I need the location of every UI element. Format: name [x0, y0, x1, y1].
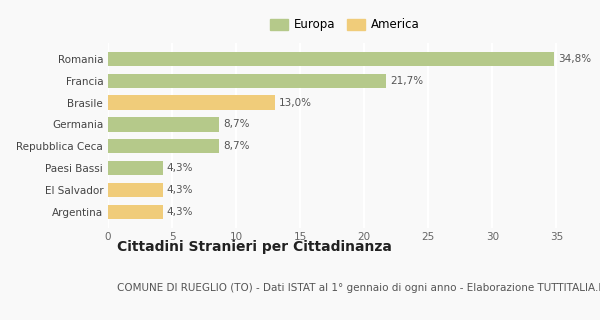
Text: 34,8%: 34,8% — [557, 54, 591, 64]
Bar — [108, 161, 163, 175]
Bar — [108, 117, 220, 132]
Text: 8,7%: 8,7% — [223, 141, 250, 151]
Text: 4,3%: 4,3% — [167, 185, 193, 195]
Bar — [108, 95, 275, 110]
Bar — [108, 205, 163, 219]
Bar — [108, 74, 386, 88]
Text: 13,0%: 13,0% — [278, 98, 311, 108]
Bar — [108, 139, 220, 154]
Text: 4,3%: 4,3% — [167, 163, 193, 173]
Text: Cittadini Stranieri per Cittadinanza: Cittadini Stranieri per Cittadinanza — [118, 241, 392, 254]
Text: 21,7%: 21,7% — [390, 76, 423, 86]
Text: 8,7%: 8,7% — [223, 119, 250, 130]
Text: COMUNE DI RUEGLIO (TO) - Dati ISTAT al 1° gennaio di ogni anno - Elaborazione TU: COMUNE DI RUEGLIO (TO) - Dati ISTAT al 1… — [118, 284, 600, 293]
Legend: Europa, America: Europa, America — [267, 15, 423, 35]
Bar — [108, 52, 554, 66]
Bar — [108, 183, 163, 197]
Text: 4,3%: 4,3% — [167, 207, 193, 217]
